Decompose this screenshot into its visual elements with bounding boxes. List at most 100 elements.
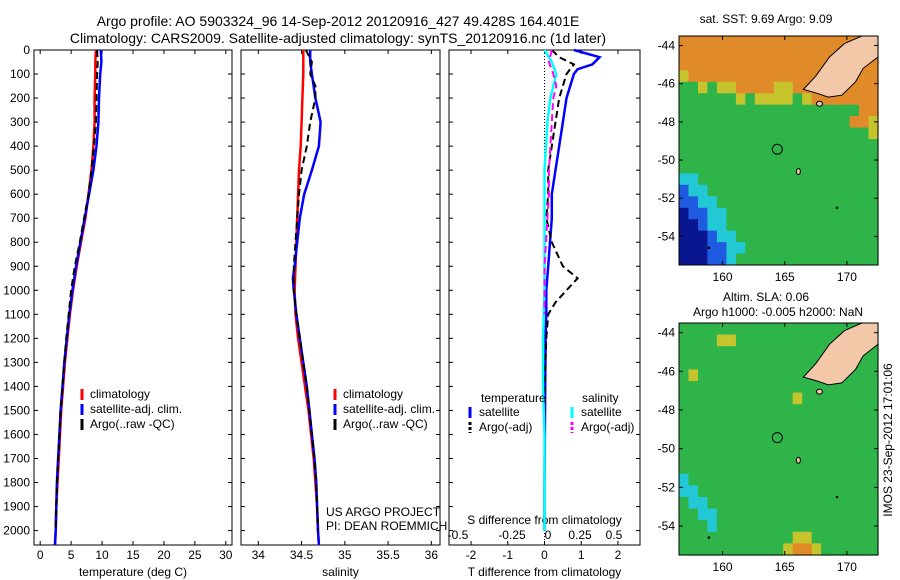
- map-cell: [726, 323, 737, 336]
- map-cell: [859, 531, 870, 544]
- map-cell: [840, 508, 851, 521]
- map-cell: [707, 473, 718, 486]
- argo-float-marker: [771, 432, 783, 444]
- map-cell: [707, 520, 718, 533]
- map-cell: [688, 392, 699, 405]
- map-cell: [679, 196, 690, 209]
- map-cell: [783, 150, 794, 163]
- map-cell: [726, 81, 737, 94]
- map-cell: [726, 357, 737, 370]
- map-cell: [859, 116, 870, 129]
- map-x-tick-label: 170: [837, 270, 857, 284]
- map-cell: [859, 439, 870, 452]
- map-cell: [849, 531, 860, 544]
- stewart-island: [816, 100, 823, 107]
- map-cell: [821, 196, 832, 209]
- top-tick-label: 0.25: [568, 528, 592, 542]
- map-cell: [783, 346, 794, 359]
- map-cell: [849, 150, 860, 163]
- map-cell: [764, 381, 775, 394]
- map-cell: [830, 450, 841, 463]
- map-cell: [679, 508, 690, 521]
- map-cell: [688, 173, 699, 186]
- map-cell: [830, 415, 841, 428]
- map-cell: [849, 127, 860, 140]
- map-cell: [868, 161, 879, 174]
- map-cell: [783, 196, 794, 209]
- map-cell: [792, 485, 803, 498]
- x-tick-label: 34.5: [290, 548, 314, 562]
- x-tick-label: 36: [425, 548, 439, 562]
- x-axis-label: T difference from climatology: [468, 565, 622, 579]
- map-cell: [840, 253, 851, 266]
- map-cell: [688, 58, 699, 71]
- map-cell: [773, 58, 784, 71]
- map-cell: [859, 104, 870, 117]
- map-cell: [735, 427, 746, 440]
- map-cell: [840, 485, 851, 498]
- map-cell: [849, 497, 860, 510]
- map-cell: [792, 70, 803, 83]
- map-cell: [773, 462, 784, 475]
- map-cell: [679, 139, 690, 152]
- map-cell: [726, 207, 737, 220]
- map-cell: [811, 334, 822, 347]
- map-cell: [688, 381, 699, 394]
- map-cell: [802, 392, 813, 405]
- map-cell: [754, 404, 765, 417]
- y-tick-label: 0: [23, 43, 30, 57]
- map-cell: [688, 520, 699, 533]
- y-tick-label: 900: [10, 259, 30, 273]
- map-cell: [754, 543, 765, 556]
- map-cell: [764, 404, 775, 417]
- map-cell: [688, 543, 699, 556]
- map-cell: [792, 531, 803, 544]
- map-cell: [735, 36, 746, 48]
- map-cell: [849, 104, 860, 117]
- map-cell: [792, 404, 803, 417]
- map-cell: [802, 139, 813, 152]
- map-cell: [726, 485, 737, 498]
- map-cell: [716, 196, 727, 209]
- map-cell: [726, 93, 737, 106]
- plot-frame: [33, 49, 233, 546]
- map-cell: [716, 497, 727, 510]
- map-cell: [707, 47, 718, 60]
- map-cell: [849, 81, 860, 94]
- map-cell: [868, 93, 879, 106]
- map-cell: [802, 334, 813, 347]
- map-cell: [764, 427, 775, 440]
- map-cell: [792, 439, 803, 452]
- map-cell: [726, 531, 737, 544]
- map-cell: [735, 207, 746, 220]
- map-cell: [792, 173, 803, 186]
- map-cell: [773, 173, 784, 186]
- map-cell: [859, 508, 870, 521]
- map-cell: [707, 543, 718, 556]
- map-cell: [859, 93, 870, 106]
- map-cell: [792, 184, 803, 197]
- map-cell: [802, 473, 813, 486]
- map-cell: [735, 242, 746, 255]
- map-cell: [840, 173, 851, 186]
- map-cell: [707, 462, 718, 475]
- map-cell: [754, 93, 765, 106]
- map-cell: [716, 93, 727, 106]
- map-cell: [821, 543, 832, 556]
- map-x-tick-label: 165: [775, 560, 795, 574]
- map-cell: [773, 230, 784, 243]
- map-cell: [783, 450, 794, 463]
- map-cell: [792, 415, 803, 428]
- map-cell: [698, 473, 709, 486]
- map-cell: [821, 253, 832, 266]
- map-cell: [849, 404, 860, 417]
- map-cell: [830, 196, 841, 209]
- map-cell: [745, 323, 756, 336]
- map-cell: [698, 196, 709, 209]
- map-cell: [679, 439, 690, 452]
- map-y-tick-label: -48: [658, 115, 676, 129]
- top-tick-label: -0.25: [498, 528, 526, 542]
- map-cell: [821, 462, 832, 475]
- map-cell: [773, 139, 784, 152]
- map-cell: [726, 36, 737, 48]
